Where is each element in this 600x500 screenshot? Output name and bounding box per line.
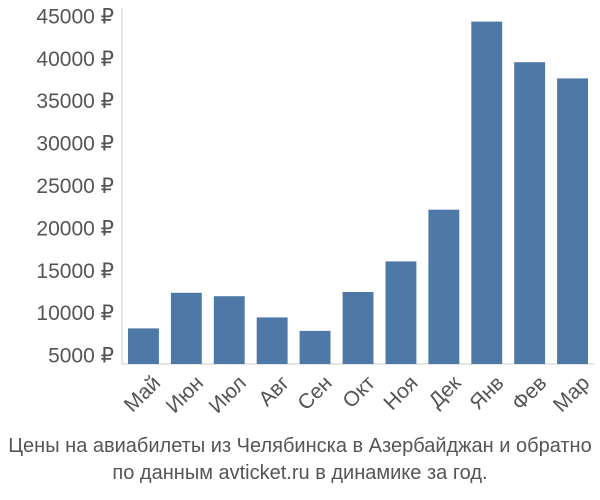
x-tick-label: Авг (254, 371, 294, 411)
x-tick-label: Май (120, 371, 165, 416)
bar (170, 292, 202, 364)
x-tick-label: Сен (293, 371, 336, 414)
y-tick-label: 25000 ₽ (36, 175, 114, 198)
bars (128, 21, 588, 365)
y-tick-label: 15000 ₽ (36, 260, 114, 283)
x-tick-label: Янв (465, 371, 508, 414)
bar (428, 209, 460, 364)
bar (342, 292, 374, 364)
y-tick-label: 5000 ₽ (48, 345, 114, 368)
bar (213, 296, 245, 364)
bar (514, 62, 546, 364)
x-tick-label: Июл (205, 371, 251, 417)
bar (557, 78, 588, 365)
y-tick-label: 20000 ₽ (36, 217, 114, 240)
bar (385, 261, 417, 364)
x-tick-label: Июн (162, 371, 208, 417)
chart-caption-line-2: по данным avticket.ru в динамике за год. (112, 462, 488, 484)
y-tick-label: 30000 ₽ (36, 133, 114, 156)
x-tick-label: Фев (508, 371, 552, 415)
x-tick-label: Ноя (379, 371, 422, 414)
x-tick-label: Окт (338, 371, 380, 413)
y-axis-ticks: 5000 ₽ 10000 ₽ 15000 ₽ 20000 ₽ 25000 ₽ 30000 … (36, 5, 114, 367)
y-tick-label: 10000 ₽ (36, 302, 114, 325)
bar (256, 317, 288, 364)
bar (128, 328, 159, 364)
bar-chart: 5000 ₽ 10000 ₽ 15000 ₽ 20000 ₽ 25000 ₽ 30000 … (36, 5, 594, 418)
chart-caption-line-1: Цены на авиабилеты из Челябинска в Азерб… (8, 435, 592, 457)
bar (471, 21, 503, 364)
x-tick-label: Дек (424, 371, 466, 413)
y-tick-label: 40000 ₽ (36, 48, 114, 71)
y-tick-label: 35000 ₽ (36, 90, 114, 113)
x-tick-label: Мар (549, 371, 594, 416)
y-tick-label: 45000 ₽ (36, 5, 114, 28)
bar (299, 330, 331, 364)
